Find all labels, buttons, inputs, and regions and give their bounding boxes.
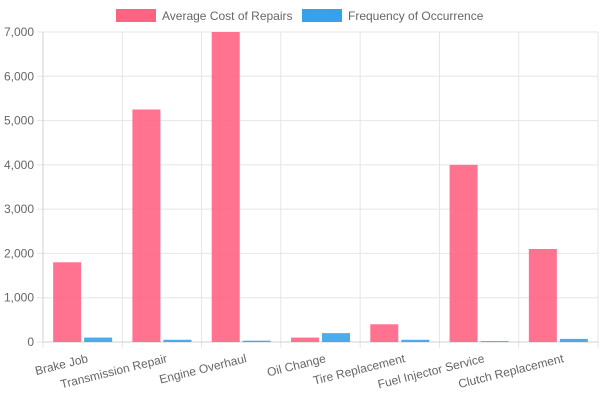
bar-frequency[interactable] [559, 338, 588, 342]
bar-frequency[interactable] [163, 339, 192, 342]
legend-label-2[interactable]: Frequency of Occurrence [348, 9, 484, 23]
y-tick-label: 4,000 [4, 158, 34, 172]
x-tick-label: Engine Overhaul [158, 351, 248, 386]
y-axis: 0 1,000 2,000 3,000 4,000 5,000 6,000 7,000 [4, 25, 44, 349]
y-tick-label: 5,000 [4, 114, 34, 128]
bar-cost[interactable] [53, 262, 82, 342]
legend: Average Cost of Repairs Frequency of Occu… [116, 9, 484, 23]
grid-lines [42, 31, 599, 348]
legend-label-1[interactable]: Average Cost of Repairs [162, 9, 293, 23]
bar-frequency[interactable] [480, 341, 509, 342]
y-tick-label: 3,000 [4, 202, 34, 216]
bar-frequency[interactable] [84, 337, 113, 342]
bar-frequency[interactable] [322, 333, 350, 342]
y-tick-label: 7,000 [4, 25, 34, 39]
legend-swatch-2[interactable] [302, 9, 342, 22]
legend-swatch-1[interactable] [116, 9, 156, 22]
bar-frequency[interactable] [401, 339, 430, 342]
y-tick-label: 0 [27, 335, 34, 349]
y-tick-label: 1,000 [4, 291, 34, 305]
bar-cost[interactable] [528, 249, 557, 342]
bar-cost[interactable] [370, 324, 399, 342]
bar-cost[interactable] [132, 109, 161, 343]
bar-cost[interactable] [449, 164, 478, 342]
bar-cost[interactable] [211, 32, 240, 342]
y-tick-label: 6,000 [4, 69, 34, 83]
bar-cost[interactable] [291, 337, 319, 342]
y-tick-label: 2,000 [4, 246, 34, 260]
bar-frequency[interactable] [242, 340, 271, 342]
bars [53, 32, 588, 342]
